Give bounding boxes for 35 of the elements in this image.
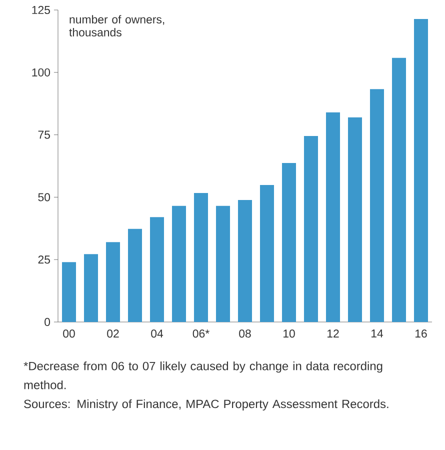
y-tick-label: 100 [32, 68, 50, 76]
source-note: Sources: Ministry of Finance, MPAC Property Assessment Records. [24, 399, 388, 411]
bar [348, 117, 362, 322]
bar [260, 184, 274, 322]
x-tick-label: 12 [328, 330, 339, 338]
x-tick-label: 16 [416, 330, 427, 338]
bar [238, 200, 252, 322]
bar [128, 228, 142, 322]
x-tick-label: 02 [107, 330, 119, 338]
bar [414, 18, 428, 322]
y-tick-label: 25 [38, 256, 50, 264]
x-tick-label: 06* [192, 330, 210, 338]
bar [62, 262, 76, 322]
x-tick-label: 04 [151, 330, 164, 338]
bar [282, 163, 296, 322]
y-tick-label: 75 [38, 130, 50, 139]
bar [392, 58, 406, 322]
bar [326, 112, 340, 322]
y-axis-title: number of owners, thousands [69, 15, 164, 36]
x-tick-label: 10 [284, 330, 295, 338]
x-tick-label: 08 [239, 330, 251, 338]
x-tick-label: 14 [372, 330, 384, 338]
bar [194, 192, 208, 322]
bar [304, 136, 318, 322]
y-tick-label: 125 [32, 6, 50, 14]
x-tick-label: 00 [63, 330, 75, 338]
bar [84, 254, 98, 322]
bar [216, 206, 230, 322]
bar [370, 89, 384, 322]
bar [106, 242, 120, 322]
bar [172, 206, 186, 322]
y-tick-label: 50 [38, 193, 50, 202]
bar [150, 217, 164, 322]
text: *Decrease from 06 to 07 likely caused by change in data recording method. [24, 362, 382, 390]
y-tick-label: 0 [44, 318, 50, 326]
